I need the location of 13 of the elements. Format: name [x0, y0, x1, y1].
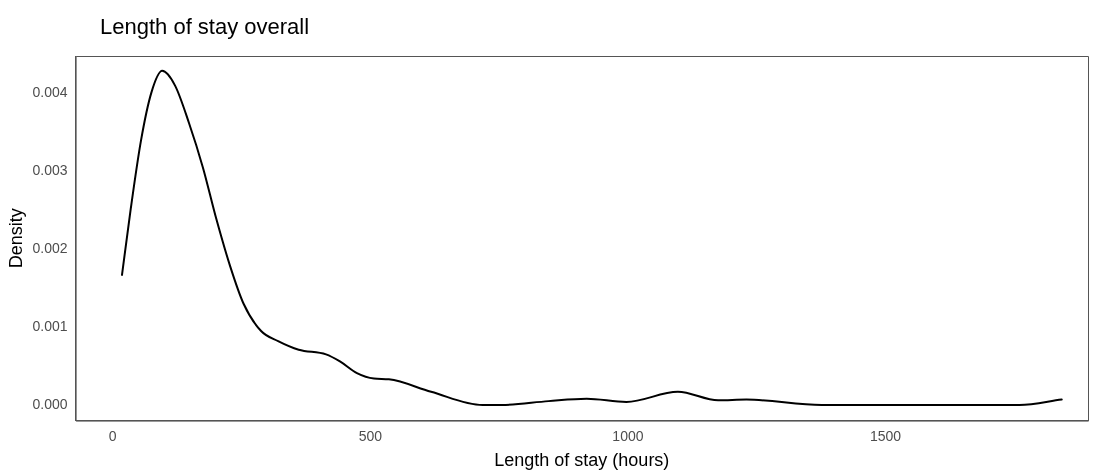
y-tick-label: 0.001 — [32, 317, 68, 334]
x-tick-label: 1500 — [869, 427, 902, 444]
y-tick-label: 0.002 — [32, 240, 68, 257]
x-tick-label: 1000 — [612, 427, 644, 444]
chart-title: Length of stay overall — [100, 14, 310, 40]
y-axis-title: Density — [5, 208, 26, 269]
y-tick-label: 0.000 — [32, 395, 68, 412]
x-tick-label: 0 — [108, 427, 117, 444]
y-tick-label: 0.004 — [32, 84, 68, 101]
line-series — [121, 69, 1063, 407]
y-tick-label: 0.003 — [32, 162, 68, 179]
x-axis-title: Length of stay (hours) — [494, 450, 670, 471]
x-tick-label: 500 — [358, 427, 383, 444]
